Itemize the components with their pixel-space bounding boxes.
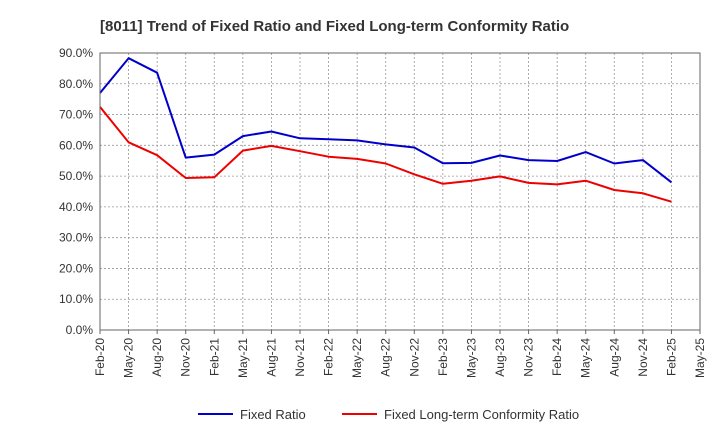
y-tick-label: 60.0% [59,138,93,152]
x-tick-label: Nov-20 [179,338,193,377]
legend-label-2: Fixed Long-term Conformity Ratio [384,407,579,422]
grid [100,53,700,330]
x-tick-label: Aug-22 [379,338,393,377]
x-tick-label: Feb-24 [550,338,564,376]
legend-label-1: Fixed Ratio [240,407,306,422]
x-tick-label: May-21 [236,338,250,378]
plot-area [99,52,701,331]
series-line-2 [99,106,672,203]
x-tick-label: Feb-23 [436,338,450,376]
x-tick-label: May-23 [464,338,478,378]
x-axis: Feb-20 May-20 Aug-20 Nov-20 Feb-21 May-21 Aug-… [93,330,707,378]
x-tick-label: Aug-20 [150,338,164,377]
series-line-1 [99,57,673,184]
y-axis: 0.0% 10.0% 20.0% 30.0% 40.0% 50.0% 60.0% 70.0% 8… [59,46,93,337]
x-tick-label: Aug-24 [607,338,621,377]
x-tick-label: Nov-22 [407,338,421,377]
x-tick-label: Nov-21 [293,338,307,377]
x-tick-label: May-24 [579,338,593,378]
x-tick-label: Nov-23 [522,338,536,377]
y-tick-label: 30.0% [59,231,93,245]
y-tick-label: 10.0% [59,292,93,306]
chart-title: [8011] Trend of Fixed Ratio and Fixed Lo… [100,18,569,35]
y-tick-label: 70.0% [59,108,93,122]
x-tick-label: Aug-23 [493,338,507,377]
x-tick-label: Feb-20 [93,338,107,376]
legend: Fixed Ratio Fixed Long-term Conformity Ra… [198,407,579,422]
series [99,57,673,203]
x-tick-label: Feb-21 [207,338,221,376]
x-tick-label: Feb-25 [664,338,678,376]
y-tick-label: 40.0% [59,200,93,214]
y-tick-label: 80.0% [59,77,93,91]
x-tick-label: May-20 [122,338,136,378]
y-tick-label: 90.0% [59,46,93,60]
y-tick-label: 20.0% [59,261,93,275]
x-tick-label: Feb-22 [322,338,336,376]
x-tick-label: Nov-24 [636,338,650,377]
x-tick-label: May-22 [350,338,364,378]
y-tick-label: 50.0% [59,169,93,183]
y-tick-label: 0.0% [66,323,94,337]
x-tick-label: Aug-21 [264,338,278,377]
x-tick-label: May-25 [693,338,707,378]
